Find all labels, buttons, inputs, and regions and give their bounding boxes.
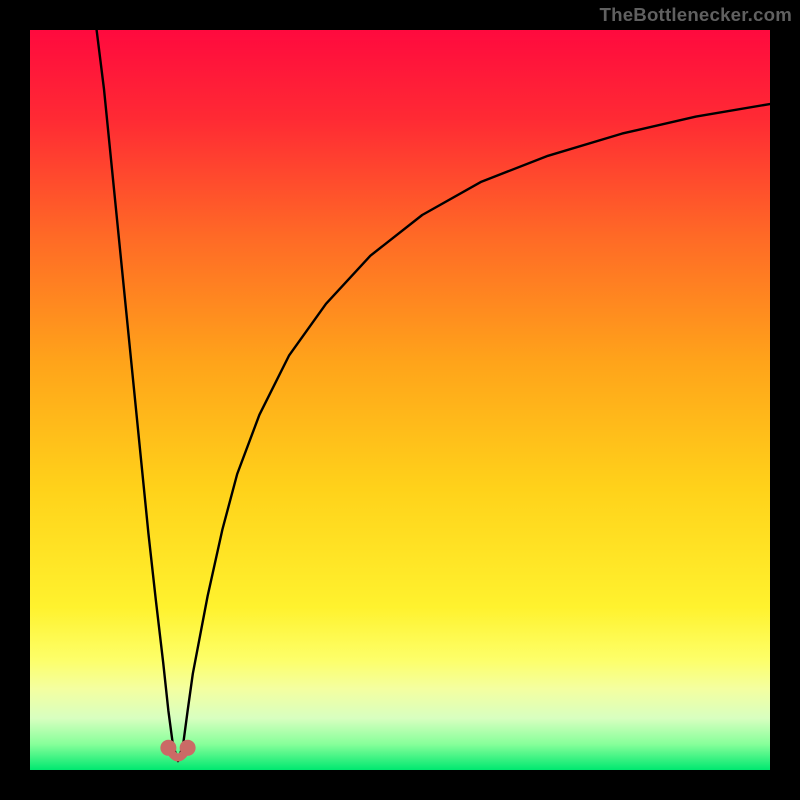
attribution-text: TheBottlenecker.com: [600, 4, 793, 26]
plot-area: [30, 30, 770, 770]
chart-container: TheBottlenecker.com: [0, 0, 800, 800]
minimum-marker-dot-right: [180, 740, 196, 756]
chart-svg-layer: [30, 30, 770, 770]
bottleneck-curve: [97, 30, 770, 761]
minimum-marker-dot-left: [160, 740, 176, 756]
